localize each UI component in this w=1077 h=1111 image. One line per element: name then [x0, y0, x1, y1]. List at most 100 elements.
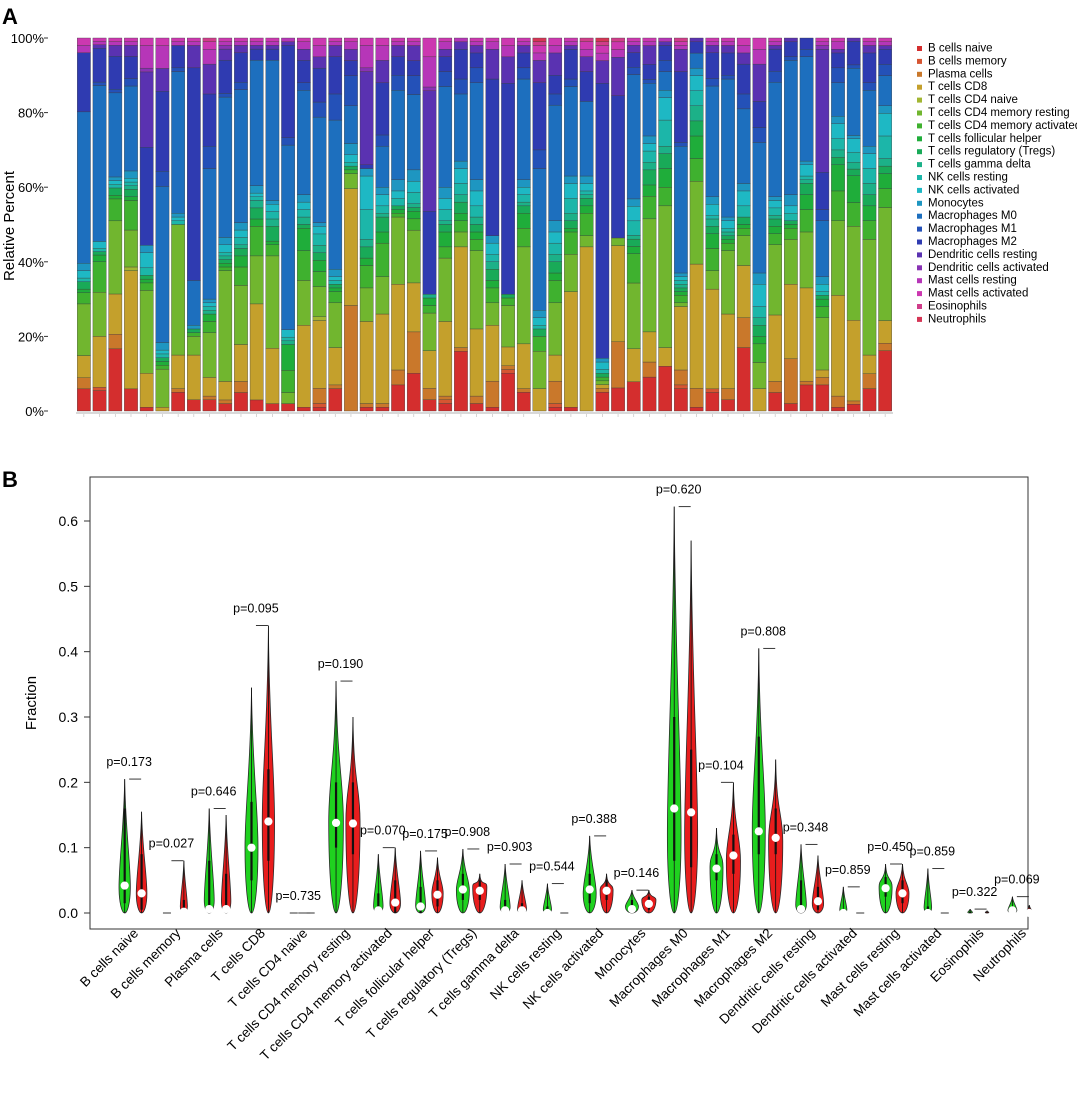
category-t-cells-gamma-delta: p=0.903: [487, 840, 532, 915]
segment-t-cells-cd4-memory-activated: [768, 233, 782, 245]
segment-macrophages-m1: [642, 79, 657, 84]
segment-dendritic-cells-resting: [658, 41, 673, 46]
segment-nk-cells-activated: [799, 164, 814, 177]
category-dendritic-cells-activated: p=0.859: [825, 863, 871, 918]
segment-monocytes: [815, 276, 830, 285]
segment-t-cells-follicular-helper: [815, 298, 830, 307]
p-value-label: p=0.173: [106, 755, 152, 769]
segment-t-cells-gamma-delta: [658, 145, 673, 154]
y-tick-label-5: 100%: [11, 31, 45, 46]
segment-macrophages-m0: [516, 78, 531, 180]
violin-median: [433, 890, 442, 899]
segment-t-cells-cd4-memory-activated: [438, 246, 453, 259]
segment-mast-cells-activated: [218, 37, 233, 42]
segment-macrophages-m0: [831, 82, 845, 117]
segment-macrophages-m0: [155, 186, 170, 343]
segment-dendritic-cells-resting: [736, 52, 751, 65]
segment-mast-cells-activated: [187, 37, 201, 42]
segment-macrophages-m2: [155, 91, 170, 172]
segment-dendritic-cells-resting: [878, 45, 892, 50]
segment-macrophages-m2: [328, 56, 343, 95]
sample-bar-39: [674, 37, 688, 417]
segment-macrophages-m0: [626, 74, 641, 200]
segment-t-cells-regulatory-tregs-: [642, 169, 657, 186]
segment-plasma-cells: [815, 377, 830, 386]
segment-mast-cells-resting: [249, 41, 264, 46]
segment-t-cells-follicular-helper: [155, 361, 170, 366]
segment-t-cells-gamma-delta: [124, 185, 138, 190]
category-macrophages-m0: p=0.620: [656, 483, 701, 914]
segment-t-cells-cd8: [359, 321, 374, 404]
segment-mast-cells-resting: [485, 41, 500, 50]
segment-t-cells-gamma-delta: [862, 183, 877, 195]
segment-nk-cells-activated: [532, 317, 547, 326]
segment-b-cells-naive: [878, 350, 892, 412]
violin-green: [328, 681, 344, 914]
segment-t-cells-gamma-delta: [422, 294, 437, 299]
segment-plasma-cells: [878, 343, 892, 351]
segment-t-cells-cd4-memory-activated: [721, 242, 735, 251]
segment-t-cells-regulatory-tregs-: [218, 259, 233, 264]
segment-t-cells-cd4-memory-activated: [344, 169, 358, 174]
segment-nk-cells-resting: [642, 150, 657, 163]
segment-monocytes: [674, 272, 688, 277]
segment-macrophages-m2: [674, 71, 688, 143]
segment-macrophages-m1: [674, 142, 688, 147]
segment-b-cells-naive: [736, 347, 751, 412]
segment-plasma-cells: [501, 365, 515, 370]
segment-t-cells-cd4-memory-activated: [752, 343, 767, 363]
segment-t-cells-cd4-memory-activated: [846, 202, 861, 227]
segment-macrophages-m2: [815, 172, 830, 210]
sample-bar-37: [642, 37, 657, 417]
segment-nk-cells-resting: [799, 175, 814, 180]
segment-mast-cells-activated: [752, 37, 767, 50]
panel-a-bars: [77, 37, 892, 417]
segment-t-cells-cd8: [108, 293, 123, 335]
segment-plasma-cells: [768, 381, 782, 393]
segment-monocytes: [469, 179, 484, 192]
segment-t-cells-cd8: [579, 246, 594, 412]
segment-dendritic-cells-resting: [532, 60, 547, 83]
segment-t-cells-cd4-memory-resting: [92, 292, 107, 337]
violin-green: [839, 886, 848, 918]
segment-b-cells-naive: [595, 391, 610, 412]
segment-macrophages-m1: [752, 127, 767, 143]
segment-macrophages-m1: [658, 60, 673, 72]
legend-item-macrophages-m0: Macrophages M0: [917, 210, 1017, 222]
category-b-cells-memory: p=0.027: [149, 837, 194, 916]
segment-t-cells-gamma-delta: [375, 213, 390, 218]
segment-plasma-cells: [595, 388, 610, 393]
segment-macrophages-m0: [406, 94, 421, 171]
segment-macrophages-m2: [92, 47, 107, 83]
sample-bar-40: [689, 37, 704, 417]
segment-nk-cells-resting: [469, 205, 484, 218]
segment-dendritic-cells-resting: [281, 41, 295, 46]
category-eosinophils: p=0.322: [952, 885, 997, 914]
segment-mast-cells-activated: [77, 37, 91, 46]
category-plasma-cells: p=0.646: [191, 784, 236, 914]
segment-t-cells-gamma-delta: [234, 244, 248, 249]
segment-nk-cells-resting: [312, 233, 327, 246]
legend-swatch: [917, 187, 922, 193]
segment-t-cells-cd4-memory-resting: [375, 276, 390, 315]
category-t-cells-follicular-helper: p=0.175: [402, 827, 448, 914]
segment-t-cells-cd4-memory-resting: [642, 218, 657, 333]
segment-mast-cells-activated: [139, 37, 154, 46]
segment-dendritic-cells-activated: [359, 67, 374, 72]
violin-green: [878, 863, 893, 914]
segment-b-cells-naive: [234, 392, 248, 412]
segment-eosinophils: [595, 41, 610, 46]
segment-t-cells-regulatory-tregs-: [532, 328, 547, 337]
segment-mast-cells-resting: [296, 41, 311, 50]
segment-nk-cells-resting: [202, 306, 217, 311]
segment-macrophages-m1: [202, 145, 217, 169]
segment-t-cells-regulatory-tregs-: [328, 284, 343, 289]
sample-bar-45: [768, 37, 782, 417]
segment-t-cells-cd4-memory-activated: [862, 220, 877, 240]
segment-mast-cells-resting: [768, 41, 782, 46]
segment-plasma-cells: [689, 388, 704, 408]
segment-t-cells-cd8: [391, 284, 405, 371]
segment-mast-cells-resting: [579, 49, 594, 57]
segment-t-cells-gamma-delta: [469, 216, 484, 225]
